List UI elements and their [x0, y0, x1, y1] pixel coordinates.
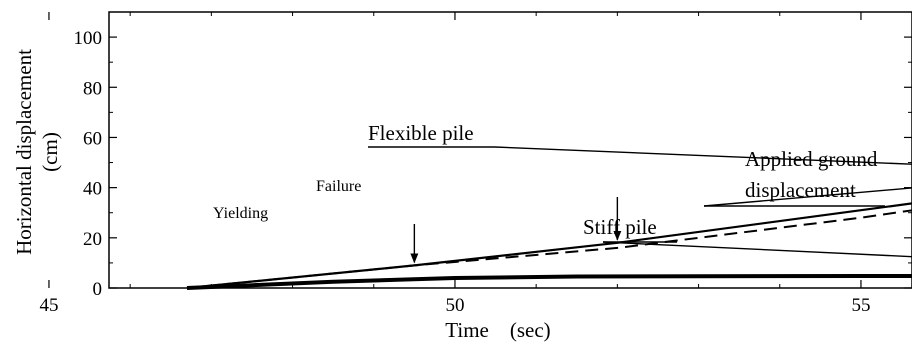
flexible-pile-arrow — [494, 146, 912, 165]
annotation-displacement: displacement — [745, 178, 856, 202]
y-tick-label: 100 — [74, 28, 103, 49]
y-axis-label-line1: Horizontal displacement — [12, 49, 36, 255]
annotation-applied-ground: Applied ground — [745, 147, 878, 171]
plot-frame — [108, 11, 912, 289]
y-axis-label-line2: (cm) — [38, 132, 62, 172]
annotation-yielding: Yielding — [213, 205, 268, 222]
annotation-failure: Failure — [316, 178, 361, 195]
y-tick-label: 0 — [93, 279, 103, 300]
y-tick-label: 80 — [83, 78, 102, 99]
annotation-flexible-pile: Flexible pile — [368, 121, 474, 145]
flexible-pile-line — [186, 202, 912, 290]
stiff-pile-line — [186, 273, 912, 290]
annotation-arrows — [368, 146, 912, 264]
x-tick-label: 55 — [851, 295, 870, 316]
y-axis-ticks: 0 20 40 60 80 100 — [74, 11, 912, 300]
annotation-stiff-pile: Stiff pile — [583, 215, 657, 239]
applied-ground-arrow — [703, 187, 912, 207]
y-tick-label: 40 — [83, 179, 102, 200]
stiff-pile-arrow — [602, 241, 912, 258]
x-tick-label: 45 — [39, 295, 58, 316]
applied-ground-displacement-line — [186, 209, 912, 289]
series-layer — [186, 202, 912, 290]
x-axis-ticks: 455055606570 — [39, 12, 870, 316]
x-tick-label: 50 — [445, 295, 464, 316]
y-tick-label: 60 — [83, 128, 102, 149]
y-tick-label: 20 — [83, 229, 102, 250]
x-axis-label: Time (sec) — [445, 318, 550, 342]
